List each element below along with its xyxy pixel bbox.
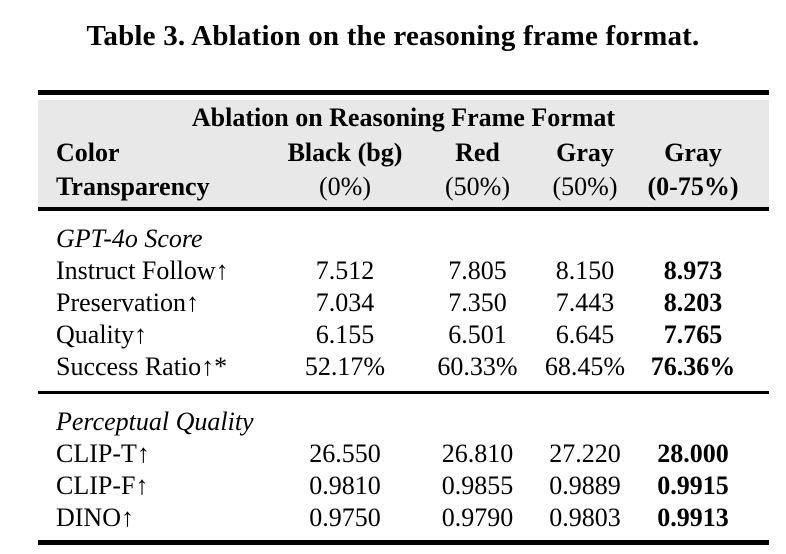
table-row: CLIP-F↑ 0.9810 0.9855 0.9889 0.9915 bbox=[38, 470, 769, 502]
section-title: Perceptual Quality bbox=[56, 407, 254, 436]
table-row: CLIP-T↑ 26.550 26.810 27.220 28.000 bbox=[38, 438, 769, 470]
section-title: GPT-4o Score bbox=[56, 224, 203, 253]
col-header-gray: Gray bbox=[535, 136, 635, 170]
value-cell: 0.9750 bbox=[309, 503, 381, 532]
ablation-table-frame: Ablation on Reasoning Frame Format Color… bbox=[38, 90, 769, 545]
table-row: Instruct Follow↑ 7.512 7.805 8.150 8.973 bbox=[38, 255, 769, 287]
row-label: CLIP-F↑ bbox=[56, 471, 149, 500]
section-gpt4o-score: GPT-4o Score Instruct Follow↑ 7.512 7.80… bbox=[38, 209, 769, 393]
table-caption: Table 3. Ablation on the reasoning frame… bbox=[86, 20, 700, 52]
value-cell: 52.17% bbox=[304, 352, 386, 381]
value-cell: 26.550 bbox=[309, 439, 381, 468]
value-cell: 0.9855 bbox=[441, 471, 514, 500]
value-cell: 68.45% bbox=[544, 352, 626, 381]
value-cell-best: 8.203 bbox=[663, 288, 723, 317]
row-label: DINO↑ bbox=[56, 503, 134, 532]
value-cell-best: 7.765 bbox=[663, 320, 723, 349]
value-cell: 0.9803 bbox=[549, 503, 621, 532]
row-header-transparency: Transparency bbox=[38, 170, 270, 209]
ablation-table: Ablation on Reasoning Frame Format Color… bbox=[38, 100, 769, 540]
value-cell: 26.810 bbox=[441, 439, 514, 468]
value-cell: 60.33% bbox=[437, 352, 518, 381]
section-title-row: GPT-4o Score bbox=[38, 209, 769, 255]
table-row: DINO↑ 0.9750 0.9790 0.9803 0.9913 bbox=[38, 502, 769, 540]
row-header-color: Color bbox=[38, 136, 270, 170]
value-cell-best: 76.36% bbox=[650, 352, 736, 381]
col-header-gray-range: Gray bbox=[635, 136, 769, 170]
header-band-row: Ablation on Reasoning Frame Format bbox=[38, 100, 769, 136]
value-cell: 0.9790 bbox=[441, 503, 514, 532]
transparency-gray-range: (0-75%) bbox=[635, 170, 769, 209]
section-perceptual-quality: Perceptual Quality CLIP-T↑ 26.550 26.810… bbox=[38, 392, 769, 541]
row-label: CLIP-T↑ bbox=[56, 439, 150, 468]
value-cell: 0.9889 bbox=[549, 471, 621, 500]
col-header-red: Red bbox=[420, 136, 535, 170]
transparency-red: (50%) bbox=[420, 170, 535, 209]
col-header-black-bg: Black (bg) bbox=[270, 136, 420, 170]
row-label: Preservation↑ bbox=[56, 288, 199, 317]
value-cell: 7.512 bbox=[315, 256, 375, 285]
value-cell: 6.501 bbox=[448, 320, 507, 349]
value-cell-best: 8.973 bbox=[663, 256, 723, 285]
header-band-title: Ablation on Reasoning Frame Format bbox=[38, 100, 769, 136]
transparency-header-row: Transparency (0%) (50%) (50%) (0-75%) bbox=[38, 170, 769, 209]
value-cell: 6.645 bbox=[555, 320, 615, 349]
table-row: Quality↑ 6.155 6.501 6.645 7.765 bbox=[38, 319, 769, 351]
row-label: Quality↑ bbox=[56, 320, 147, 349]
color-header-row: Color Black (bg) Red Gray Gray bbox=[38, 136, 769, 170]
value-cell: 0.9810 bbox=[309, 471, 381, 500]
row-label: Success Ratio↑* bbox=[56, 352, 228, 381]
value-cell: 27.220 bbox=[549, 439, 621, 468]
table-row: Success Ratio↑* 52.17% 60.33% 68.45% 76.… bbox=[38, 351, 769, 393]
value-cell: 7.805 bbox=[448, 256, 507, 285]
value-cell-best: 0.9913 bbox=[657, 503, 729, 532]
transparency-gray: (50%) bbox=[535, 170, 635, 209]
value-cell: 7.350 bbox=[448, 288, 507, 317]
section-title-row: Perceptual Quality bbox=[38, 393, 769, 439]
value-cell: 8.150 bbox=[555, 256, 615, 285]
table-row: Preservation↑ 7.034 7.350 7.443 8.203 bbox=[38, 287, 769, 319]
value-cell: 7.443 bbox=[555, 288, 615, 317]
transparency-black-bg: (0%) bbox=[270, 170, 420, 209]
value-cell: 7.034 bbox=[315, 288, 375, 317]
value-cell: 6.155 bbox=[315, 320, 375, 349]
row-label: Instruct Follow↑ bbox=[56, 256, 229, 285]
value-cell-best: 28.000 bbox=[657, 439, 729, 468]
table-header: Ablation on Reasoning Frame Format Color… bbox=[38, 100, 769, 209]
value-cell-best: 0.9915 bbox=[657, 471, 729, 500]
